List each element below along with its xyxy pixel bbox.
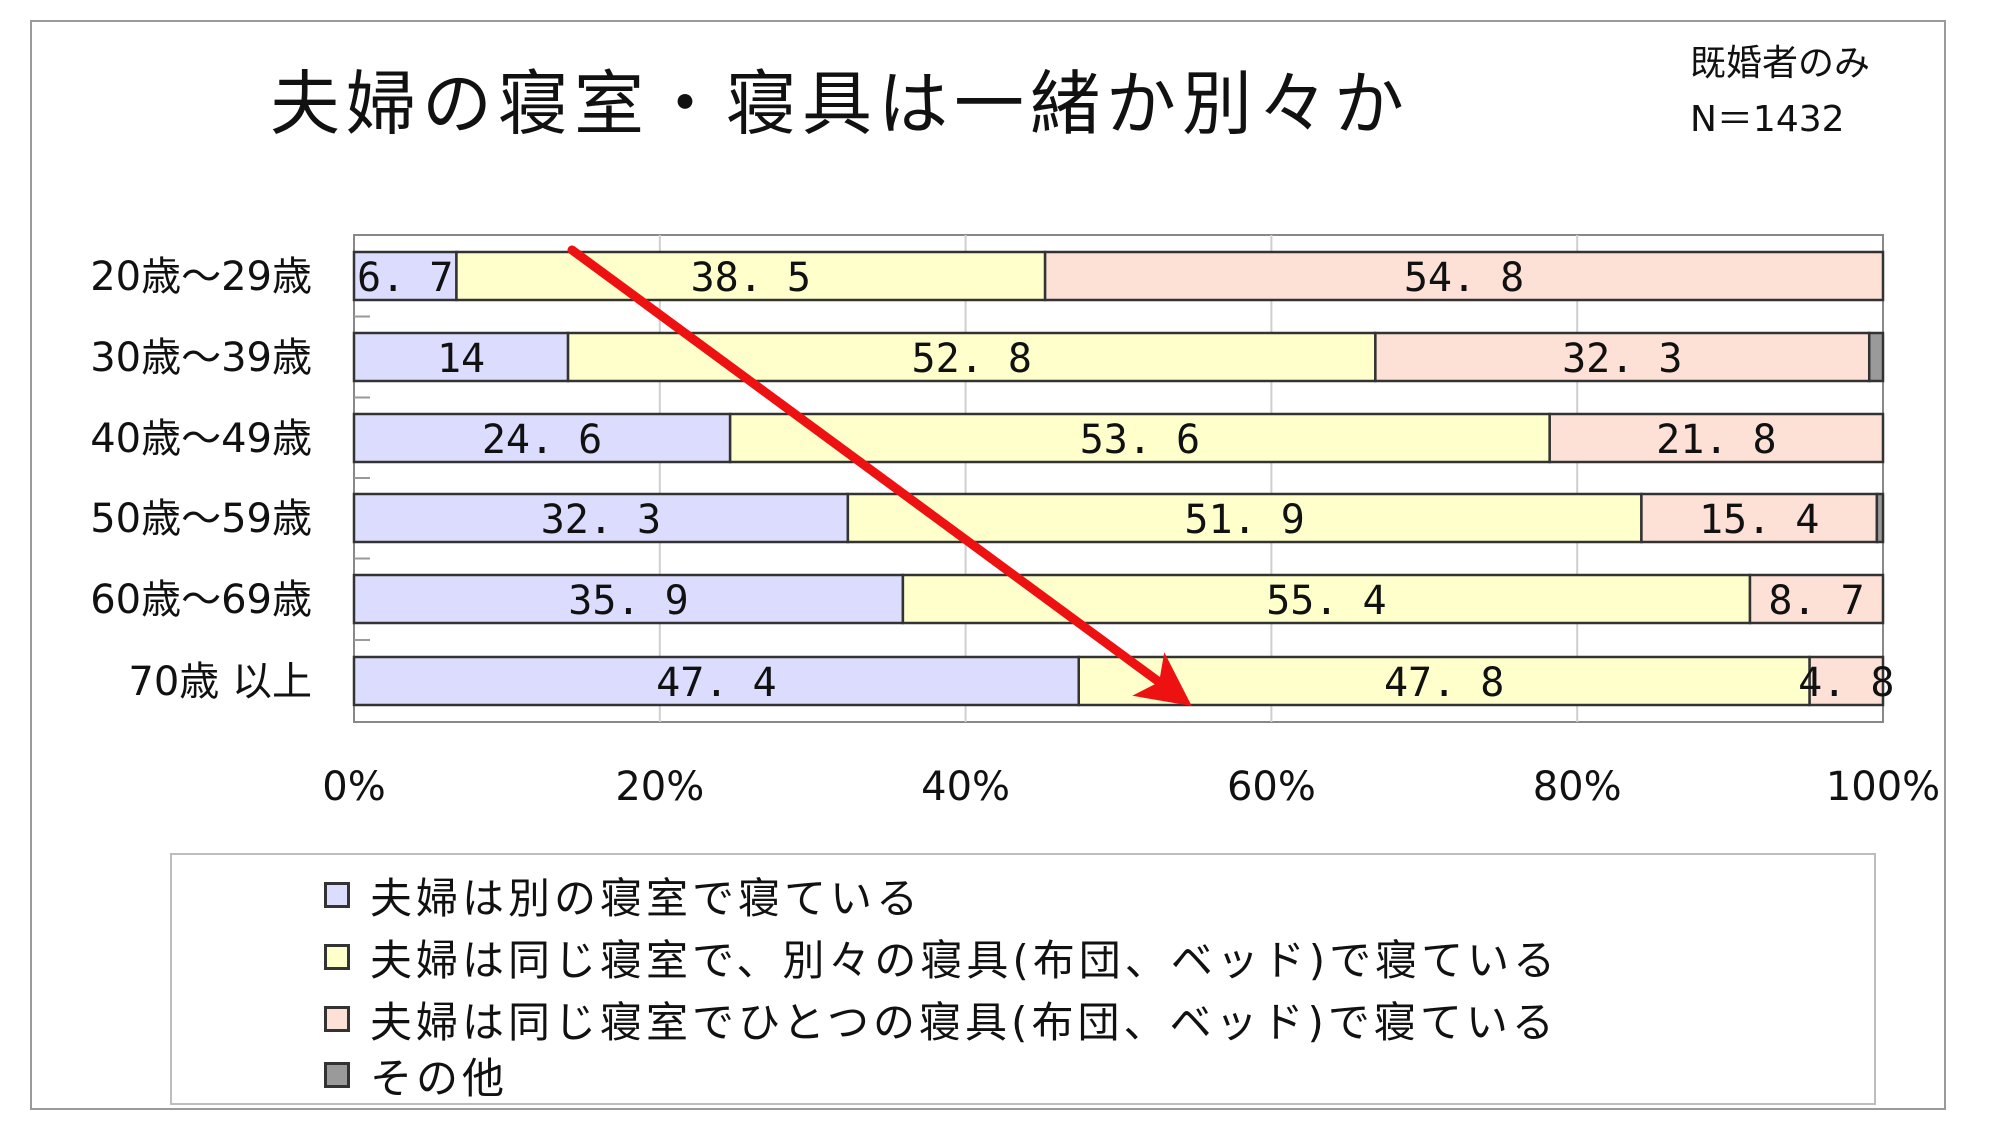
data-label: 55. 4 bbox=[1266, 578, 1386, 624]
legend-swatch-same-room-separate-beds bbox=[324, 944, 350, 970]
x-tick-label: 100% bbox=[1826, 764, 1940, 810]
x-tick-label: 40% bbox=[921, 764, 1010, 810]
bar-segment bbox=[1548, 412, 1885, 464]
bar-segment bbox=[846, 492, 1643, 544]
data-label: 14 bbox=[437, 336, 485, 382]
legend: 夫婦は別の寝室で寝ている 夫婦は同じ寝室で、別々の寝具(布団、ベッド)で寝ている… bbox=[170, 853, 1876, 1105]
bar-segment bbox=[1043, 250, 1885, 302]
data-label: 53. 6 bbox=[1080, 417, 1200, 463]
data-label: 24. 6 bbox=[482, 417, 602, 463]
bar-segment bbox=[1640, 492, 1879, 544]
data-label: 32. 3 bbox=[541, 497, 661, 543]
category-label: 20歳～29歳 bbox=[90, 254, 312, 300]
data-label: 35. 9 bbox=[568, 578, 688, 624]
legend-swatch-same-bed bbox=[324, 1006, 350, 1032]
legend-label-separate-rooms: 夫婦は別の寝室で寝ている bbox=[370, 873, 923, 923]
sample-note-line2: N＝1432 bbox=[1690, 99, 1845, 140]
bar-segment bbox=[455, 250, 1047, 302]
chart-title: 夫婦の寝室・寝具は一緒か別々か bbox=[270, 63, 1410, 145]
bar-segment bbox=[1748, 573, 1885, 625]
x-tick-label: 20% bbox=[615, 764, 704, 810]
bar-segment bbox=[352, 412, 732, 464]
data-label: 21. 8 bbox=[1656, 417, 1776, 463]
data-label: 51. 9 bbox=[1184, 497, 1304, 543]
data-label: 32. 3 bbox=[1562, 336, 1682, 382]
legend-item-same-room-separate-beds: 夫婦は同じ寝室で、別々の寝具(布団、ベッド)で寝ている bbox=[324, 927, 1559, 987]
legend-label-same-bed: 夫婦は同じ寝室でひとつの寝具(布団、ベッド)で寝ている bbox=[370, 997, 1558, 1047]
legend-label-same-room-separate-beds: 夫婦は同じ寝室で、別々の寝具(布団、ベッド)で寝ている bbox=[370, 935, 1560, 985]
category-label: 50歳～59歳 bbox=[90, 496, 312, 542]
sample-note-line1: 既婚者のみ bbox=[1690, 43, 1871, 84]
bar-segment bbox=[1374, 331, 1871, 383]
data-label: 6. 7 bbox=[357, 255, 453, 301]
x-tick-label: 80% bbox=[1533, 764, 1622, 810]
bar-segment bbox=[1875, 492, 1885, 544]
legend-swatch-other bbox=[324, 1062, 350, 1088]
x-tick-label: 60% bbox=[1227, 764, 1316, 810]
data-label: 15. 4 bbox=[1699, 497, 1819, 543]
legend-label-other: その他 bbox=[370, 1053, 509, 1103]
data-label: 47. 4 bbox=[656, 660, 776, 706]
legend-swatch-separate-rooms bbox=[324, 882, 350, 908]
bar-segment bbox=[352, 573, 905, 625]
legend-item-separate-rooms: 夫婦は別の寝室で寝ている bbox=[324, 865, 922, 925]
annotation-arrow bbox=[567, 245, 1192, 707]
bar-segment bbox=[352, 492, 850, 544]
category-label: 70歳 以上 bbox=[128, 659, 312, 705]
bar-segment bbox=[352, 250, 458, 302]
bar-segment bbox=[1808, 655, 1885, 707]
category-label: 40歳～49歳 bbox=[90, 416, 312, 462]
data-label: 8. 7 bbox=[1768, 578, 1864, 624]
bar-segment bbox=[1867, 331, 1885, 383]
bar-segment bbox=[352, 655, 1080, 707]
category-label: 30歳～39歳 bbox=[90, 335, 312, 381]
data-label: 38. 5 bbox=[691, 255, 811, 301]
data-label: 4. 8 bbox=[1798, 660, 1894, 706]
data-label: 52. 8 bbox=[912, 336, 1032, 382]
data-label: 54. 8 bbox=[1404, 255, 1524, 301]
x-tick-label: 0% bbox=[322, 764, 385, 810]
sample-note: 既婚者のみ N＝1432 bbox=[1690, 36, 1870, 148]
category-label: 60歳～69歳 bbox=[90, 577, 312, 623]
bar-segment bbox=[1077, 655, 1811, 707]
data-label: 47. 8 bbox=[1384, 660, 1504, 706]
legend-item-other: その他 bbox=[324, 1045, 508, 1105]
legend-item-same-bed: 夫婦は同じ寝室でひとつの寝具(布団、ベッド)で寝ている bbox=[324, 989, 1558, 1049]
